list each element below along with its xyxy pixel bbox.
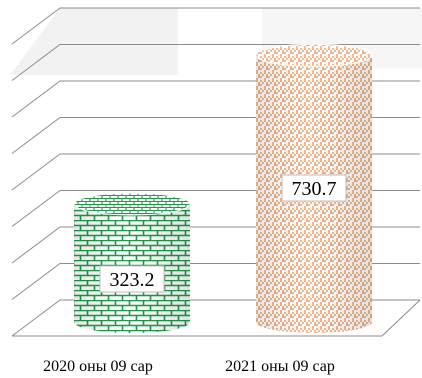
bar-top <box>73 192 191 216</box>
bar-top <box>255 43 373 67</box>
data-label: 323.2 <box>110 269 155 291</box>
data-label: 730.7 <box>292 178 337 200</box>
floor-side-edge <box>381 299 421 337</box>
gridline <box>11 7 420 45</box>
data-labels: 323.2 730.7 <box>99 174 347 293</box>
category-label: 2021 оны 09 сар <box>225 358 335 375</box>
data-label-box <box>281 174 347 202</box>
data-label-box <box>99 265 165 293</box>
category-label: 2020 оны 09 сар <box>43 358 153 375</box>
bar <box>73 192 191 333</box>
background-band <box>10 8 178 75</box>
category-labels: 2020 оны 09 сар 2021 оны 09 сар <box>43 358 335 375</box>
